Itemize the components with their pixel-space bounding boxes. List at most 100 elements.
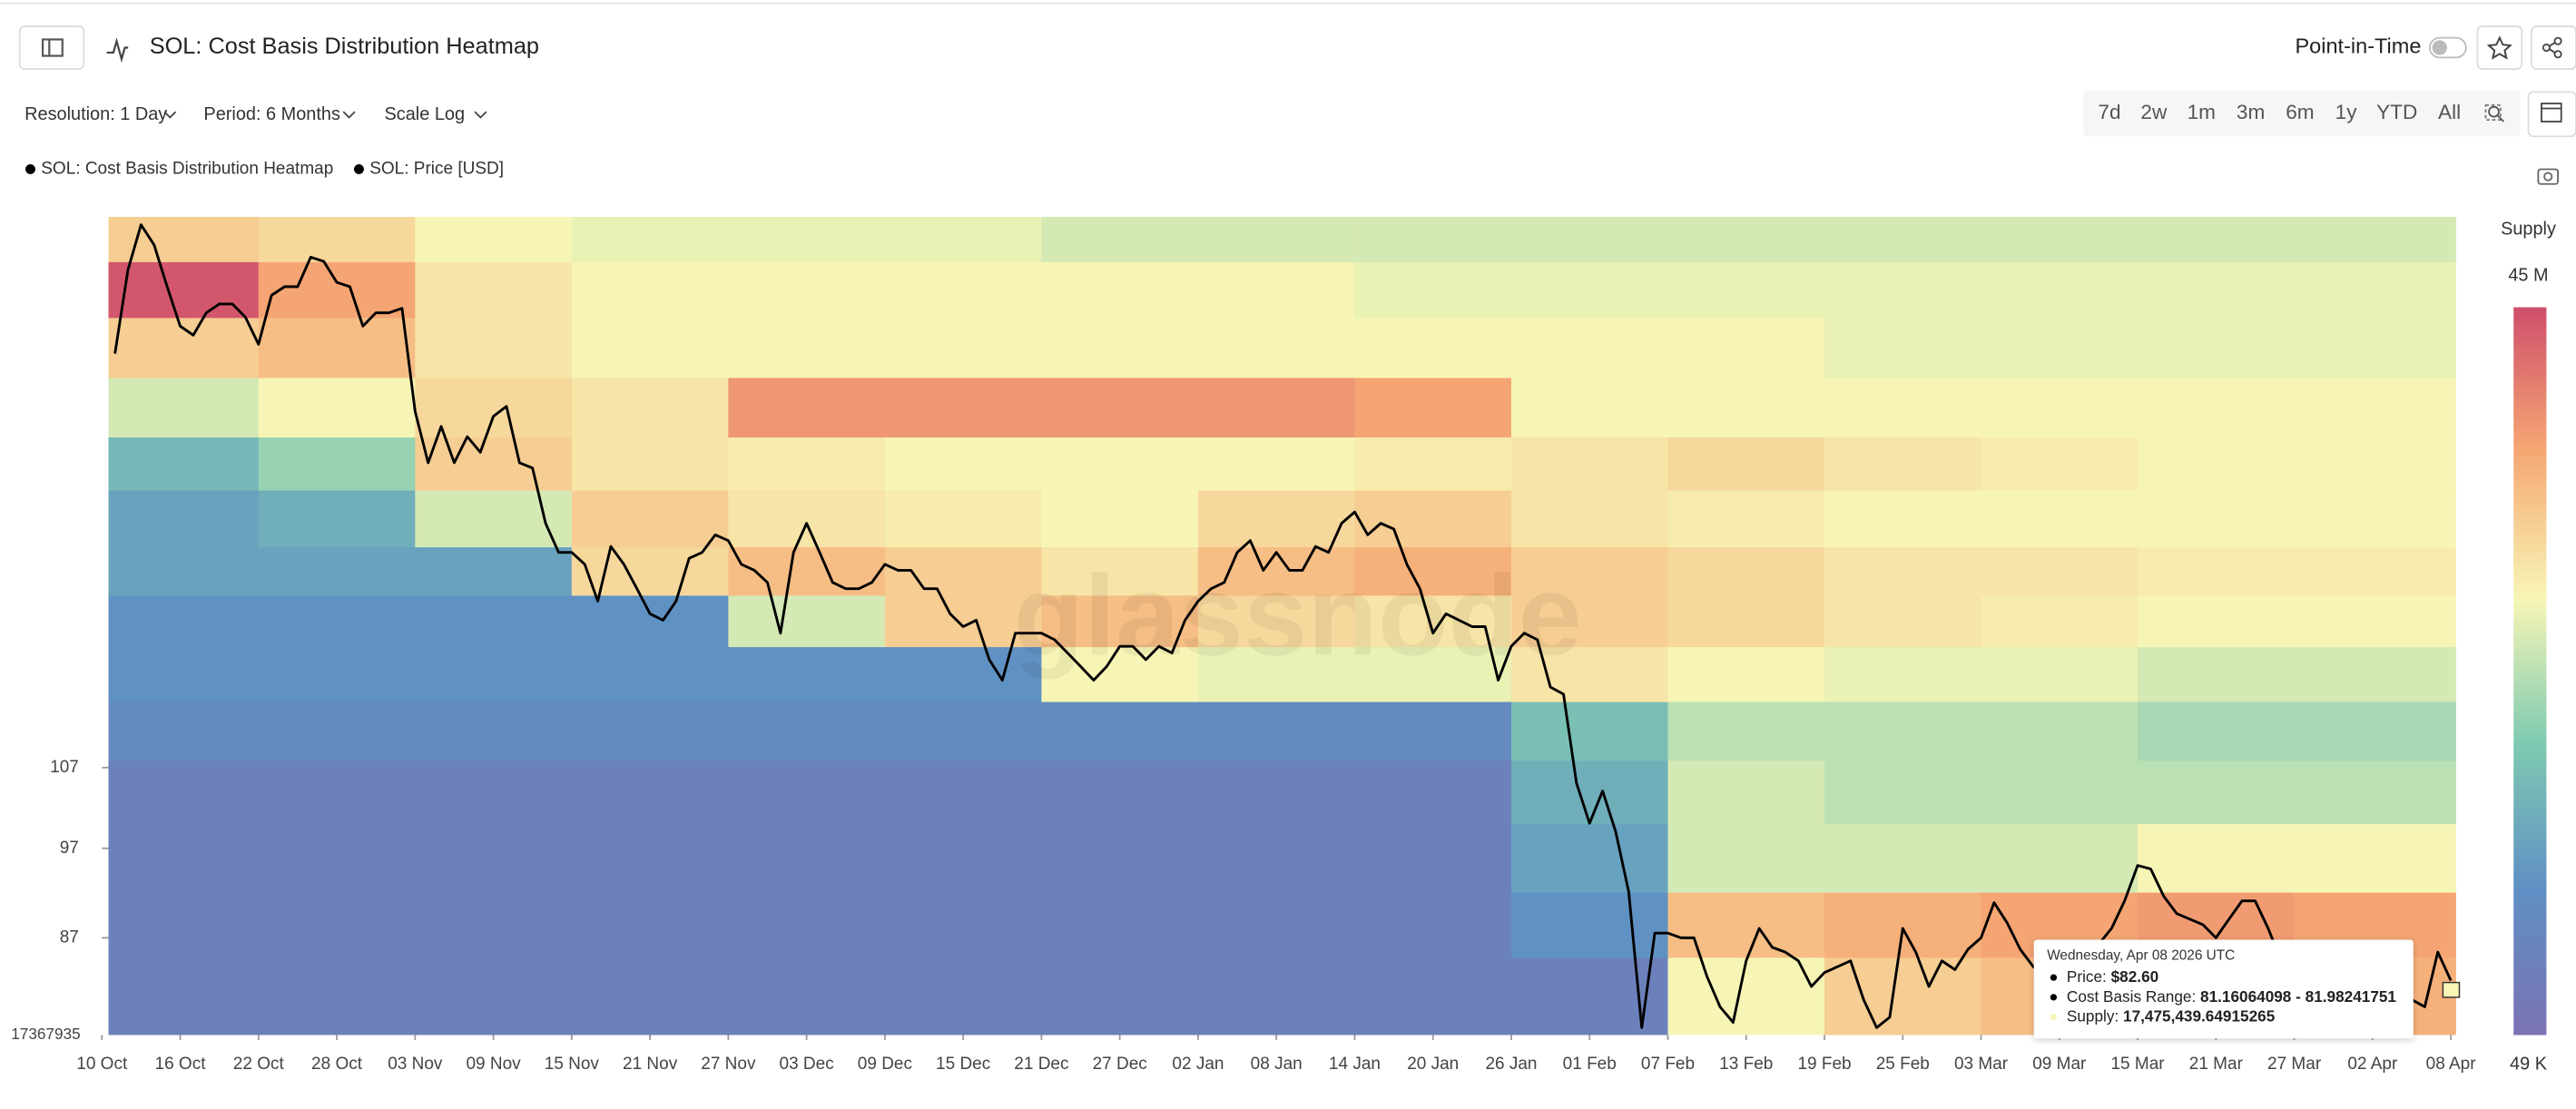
legend-entry[interactable]: SOL: Price [USD] <box>369 159 504 178</box>
heatmap-cell <box>1981 701 2138 761</box>
heatmap-cell <box>1824 377 1982 438</box>
heatmap-cell <box>1981 546 2138 596</box>
x-tick-label: 07 Feb <box>1641 1055 1695 1074</box>
heatmap-cell <box>108 760 260 825</box>
heatmap-cell <box>2138 760 2296 825</box>
heatmap-cell <box>258 377 417 438</box>
range-bar <box>2083 90 2521 137</box>
colorbar <box>2513 307 2547 1035</box>
chart-icon <box>106 37 129 64</box>
heatmap-cell <box>728 594 886 648</box>
heatmap-cell <box>1041 260 1199 319</box>
period-dropdown[interactable]: Period: 6 Months <box>203 104 340 124</box>
heatmap-cell <box>258 646 417 702</box>
heatmap-cell <box>1824 489 1982 548</box>
legend-entry[interactable]: SOL: Cost Basis Distribution Heatmap <box>41 159 333 178</box>
heatmap-cell <box>1354 377 1512 438</box>
tooltip: Wednesday, Apr 08 2026 UTC Price: $82.60… <box>2033 939 2414 1039</box>
heatmap-cell <box>108 546 260 596</box>
range-button[interactable]: 3m <box>2237 101 2265 123</box>
heatmap-cell <box>1824 760 1982 825</box>
heatmap-cell <box>1981 594 2138 648</box>
range-button[interactable]: All <box>2438 101 2461 123</box>
x-tick-label: 16 Oct <box>155 1055 207 1074</box>
x-tick-label: 09 Nov <box>466 1055 521 1074</box>
heatmap-cell <box>108 260 260 319</box>
heatmap-cell <box>1667 760 1825 825</box>
heatmap-cell <box>1197 957 1356 1035</box>
heatmap-cell <box>1041 594 1199 648</box>
range-button[interactable]: 7d <box>2098 101 2120 123</box>
x-tick-label: 01 Feb <box>1563 1055 1617 1074</box>
heatmap-cell <box>2138 646 2296 702</box>
heatmap-cell <box>1041 317 1199 378</box>
heatmap-cell <box>571 317 730 378</box>
heatmap-cell <box>1354 437 1512 491</box>
heatmap-cell <box>571 646 730 702</box>
heatmap-cell <box>1354 216 1512 262</box>
range-button[interactable]: YTD <box>2376 101 2417 123</box>
heatmap-cell <box>728 891 886 958</box>
calendar-button[interactable] <box>2527 91 2576 138</box>
heatmap-cell <box>1197 701 1356 761</box>
heatmap-cell <box>1667 317 1825 378</box>
heatmap-cell <box>571 216 730 262</box>
heatmap-cell <box>1510 377 1669 438</box>
heatmap-cell <box>415 823 573 893</box>
heatmap-cell <box>258 823 417 893</box>
heatmap-cell <box>1041 377 1199 438</box>
heatmap-cell <box>1981 823 2138 893</box>
heatmap-cell <box>258 437 417 491</box>
heatmap-cell <box>571 957 730 1035</box>
tooltip-price: Price: $82.60 <box>2067 967 2158 986</box>
range-button[interactable]: 1y <box>2335 101 2358 123</box>
heatmap-cell <box>571 546 730 596</box>
favorite-button[interactable] <box>2476 25 2523 70</box>
x-tick-label: 27 Mar <box>2267 1055 2322 1074</box>
tooltip-range: Cost Basis Range: 81.16064098 - 81.98241… <box>2067 986 2397 1005</box>
resolution-dropdown[interactable]: Resolution: 1 Day <box>25 104 167 124</box>
heatmap-cell <box>1197 260 1356 319</box>
heatmap-cell <box>2294 437 2456 491</box>
share-button[interactable] <box>2531 25 2576 70</box>
heatmap-cell <box>728 317 886 378</box>
scale-dropdown[interactable]: Scale Log <box>385 104 466 124</box>
heatmap-cell <box>884 646 1043 702</box>
y-axis-bottom-label: 17367935 <box>11 1025 80 1043</box>
tooltip-date: Wednesday, Apr 08 2026 UTC <box>2047 948 2235 964</box>
heatmap-cell <box>1824 437 1982 491</box>
heatmap-cell <box>571 823 730 893</box>
heatmap-cell <box>1981 646 2138 702</box>
heatmap-cell <box>415 260 573 319</box>
zoom-button[interactable] <box>2484 103 2505 123</box>
heatmap-cell <box>728 701 886 761</box>
sidebar-toggle[interactable] <box>18 25 85 70</box>
point-in-time-toggle[interactable] <box>2429 36 2467 59</box>
y-tick-label: 107 <box>50 758 79 777</box>
heatmap-cell <box>1354 260 1512 319</box>
range-button[interactable]: 2w <box>2140 101 2168 123</box>
x-tick-label: 15 Nov <box>545 1055 600 1074</box>
heatmap-cell <box>2138 260 2296 319</box>
heatmap-cell <box>1041 489 1199 548</box>
heatmap-cell <box>415 377 573 438</box>
heatmap-cell <box>2138 489 2296 548</box>
colorbar-ticks: 45 M 49 K <box>2508 265 2548 1074</box>
heatmap-cell <box>884 216 1043 262</box>
heatmap-cell <box>884 437 1043 491</box>
range-button[interactable]: 1m <box>2188 101 2216 123</box>
range-button[interactable]: 6m <box>2286 101 2314 123</box>
heatmap-cell <box>258 546 417 596</box>
heatmap-cell <box>258 760 417 825</box>
colorbar-tick-label: 49 K <box>2510 1054 2548 1074</box>
screenshot-button[interactable] <box>2537 168 2559 185</box>
x-tick-label: 21 Mar <box>2189 1055 2244 1074</box>
heatmap-cell <box>1981 377 2138 438</box>
heatmap-cell <box>884 594 1043 648</box>
heatmap-cell <box>884 823 1043 893</box>
heatmap-cell <box>1667 957 1825 1035</box>
y-tick-label: 97 <box>60 839 79 858</box>
x-tick-label: 08 Apr <box>2426 1055 2477 1074</box>
heatmap-cell <box>258 317 417 378</box>
heatmap-cell <box>1824 957 1982 1035</box>
